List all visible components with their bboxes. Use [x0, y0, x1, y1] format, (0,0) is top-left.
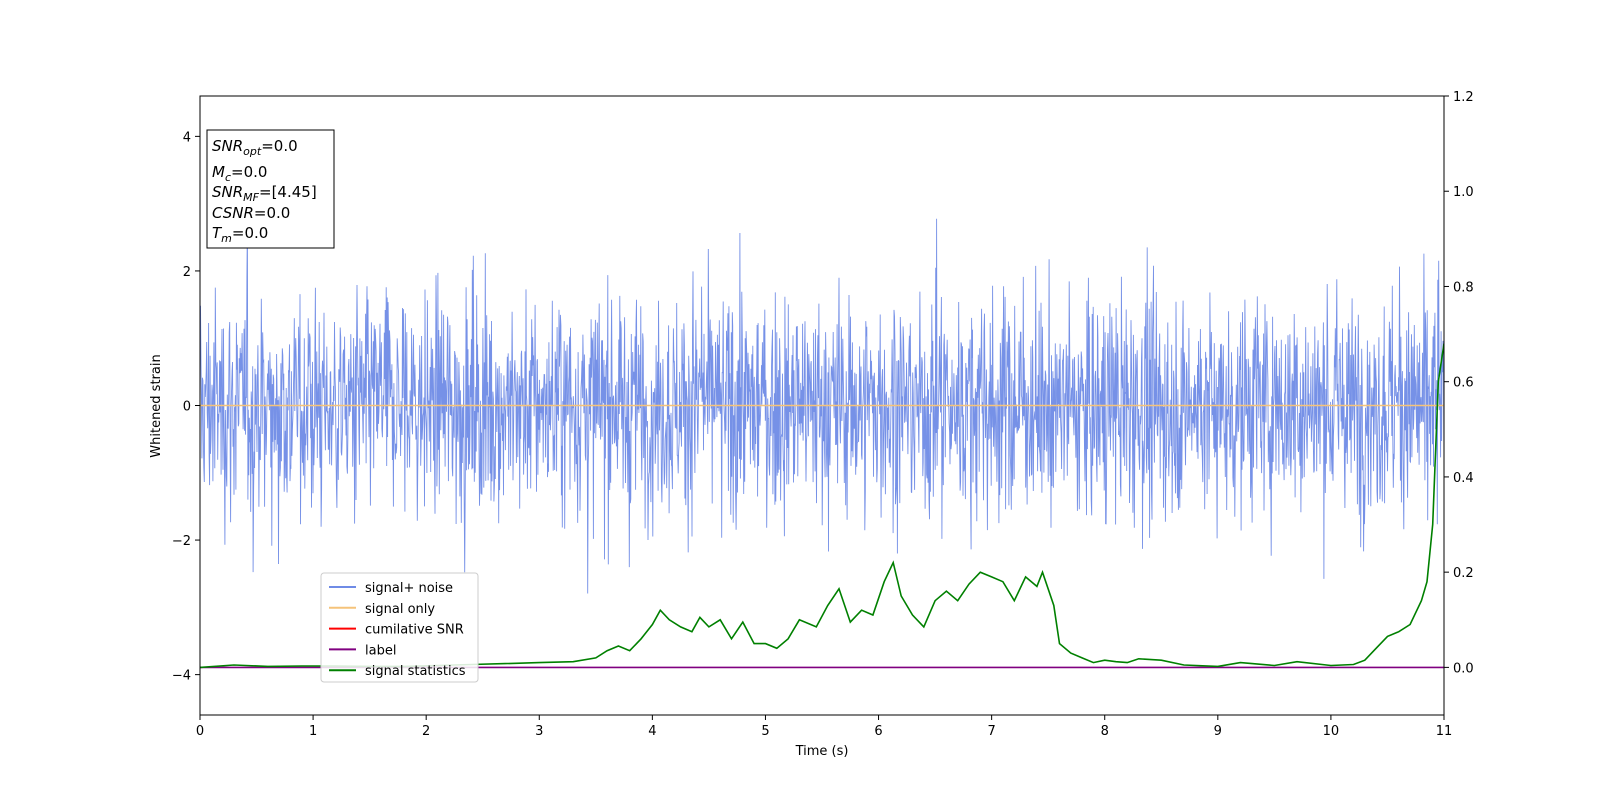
x-tick-label: 1 [309, 724, 317, 739]
legend-label: signal only [365, 602, 435, 617]
x-tick-label: 3 [535, 724, 543, 739]
y-axis-right: 1.2 1.0 0.8 0.6 0.4 0.2 0.0 [1444, 90, 1474, 676]
y-tick-label: 2 [183, 265, 191, 280]
y2-tick-label: 0.8 [1453, 280, 1474, 295]
stat-line: CSNR=0.0 [212, 204, 290, 222]
x-tick-label: 6 [874, 724, 882, 739]
y-axis-left: 4 2 0 −2 −4 [172, 130, 200, 684]
signal-noise-series [200, 218, 1444, 594]
stat-line: Mc=0.0 [212, 163, 267, 184]
y-axis-label: Whitened strain [149, 354, 164, 457]
stat-line: Tm=0.0 [212, 224, 268, 245]
signal-noise-line [200, 218, 1444, 594]
legend-label: signal statistics [365, 664, 466, 679]
y2-tick-label: 0.4 [1453, 471, 1474, 486]
x-axis-label: Time (s) [795, 744, 849, 759]
y2-tick-label: 0.6 [1453, 376, 1474, 391]
x-tick-label: 7 [987, 724, 995, 739]
y-tick-label: −4 [172, 669, 191, 684]
y2-tick-label: 0.2 [1453, 566, 1474, 581]
y2-tick-label: 1.0 [1453, 185, 1474, 200]
y-tick-label: −2 [172, 534, 191, 549]
x-tick-label: 11 [1436, 724, 1453, 739]
legend: signal+ noise signal only cumilative SNR la… [320, 572, 479, 683]
legend-label: label [365, 643, 396, 658]
x-tick-label: 0 [196, 724, 204, 739]
stat-line: SNRopt=0.0 [212, 137, 298, 158]
y-tick-label: 0 [183, 400, 191, 415]
x-tick-label: 5 [761, 724, 769, 739]
x-tick-label: 2 [422, 724, 430, 739]
y2-tick-label: 1.2 [1453, 90, 1474, 105]
legend-label: signal+ noise [365, 581, 453, 596]
y-tick-label: 4 [183, 130, 191, 145]
y2-tick-label: 0.0 [1453, 661, 1474, 676]
x-axis: 0 1 2 3 4 5 6 7 8 9 10 11 [196, 715, 1452, 739]
legend-label: cumilative SNR [365, 623, 464, 638]
x-tick-label: 4 [648, 724, 656, 739]
signal-statistics-line [200, 343, 1444, 669]
x-tick-label: 8 [1101, 724, 1109, 739]
x-tick-label: 10 [1323, 724, 1340, 739]
x-tick-label: 9 [1214, 724, 1222, 739]
stat-line: SNRMF=[4.45] [212, 183, 317, 204]
